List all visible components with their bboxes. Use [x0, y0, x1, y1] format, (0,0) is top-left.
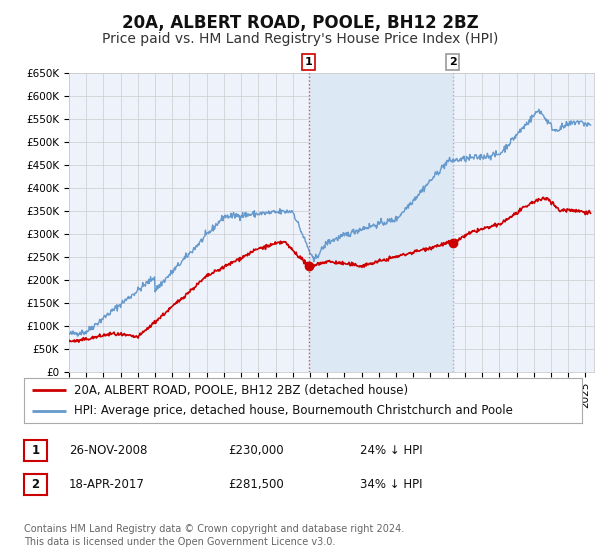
Text: Price paid vs. HM Land Registry's House Price Index (HPI): Price paid vs. HM Land Registry's House … — [102, 32, 498, 46]
Bar — [308, 73, 452, 372]
Text: 2: 2 — [449, 57, 457, 67]
Text: £281,500: £281,500 — [228, 478, 284, 491]
Text: £230,000: £230,000 — [228, 444, 284, 458]
Text: 18-APR-2017: 18-APR-2017 — [69, 478, 145, 491]
Text: Contains HM Land Registry data © Crown copyright and database right 2024.: Contains HM Land Registry data © Crown c… — [24, 524, 404, 534]
Text: 24% ↓ HPI: 24% ↓ HPI — [360, 444, 422, 458]
Text: 1: 1 — [305, 57, 313, 67]
Text: 2: 2 — [31, 478, 40, 491]
Text: 20A, ALBERT ROAD, POOLE, BH12 2BZ (detached house): 20A, ALBERT ROAD, POOLE, BH12 2BZ (detac… — [74, 384, 409, 396]
Text: 20A, ALBERT ROAD, POOLE, BH12 2BZ: 20A, ALBERT ROAD, POOLE, BH12 2BZ — [122, 14, 478, 32]
Text: 26-NOV-2008: 26-NOV-2008 — [69, 444, 148, 458]
Text: This data is licensed under the Open Government Licence v3.0.: This data is licensed under the Open Gov… — [24, 537, 335, 547]
Text: HPI: Average price, detached house, Bournemouth Christchurch and Poole: HPI: Average price, detached house, Bour… — [74, 404, 513, 417]
Text: 1: 1 — [31, 444, 40, 458]
Text: 34% ↓ HPI: 34% ↓ HPI — [360, 478, 422, 491]
